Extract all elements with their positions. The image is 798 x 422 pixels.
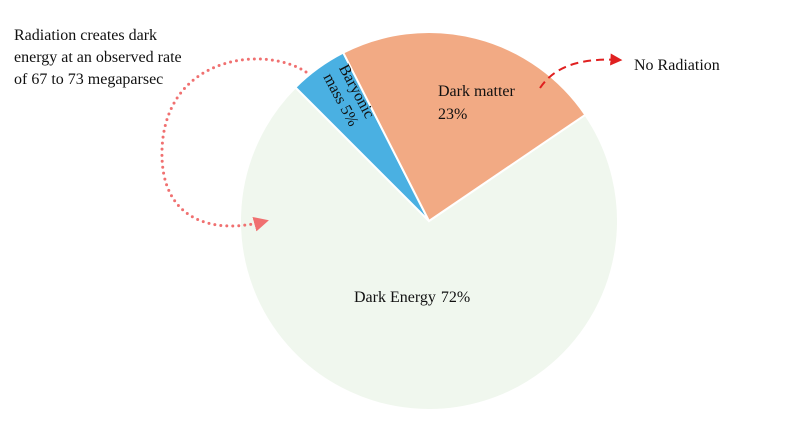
pie-slice: [341, 31, 587, 223]
annotation: energy at an observed rate: [14, 49, 182, 66]
value-label: 72%: [441, 289, 470, 306]
annotation: Radiation creates dark: [14, 27, 157, 44]
slice-label: Dark Energy 72%: [354, 289, 470, 306]
category-label: Dark Energy: [354, 289, 436, 306]
slice-label: Dark matter 23%: [438, 83, 516, 123]
pie-slice: [239, 85, 619, 411]
value-label: 23%: [438, 106, 467, 123]
pie: Baryonicmass5%Dark matter 23%Dark Energy 7…: [239, 31, 619, 411]
annotation: of 67 to 73 megaparsec: [14, 71, 163, 88]
radiation-arrow: [160, 57, 308, 232]
no-radiation-arrow: [539, 53, 623, 89]
annotations: Radiation creates dark energy at an obser…: [14, 27, 720, 88]
annotation: No Radiation: [634, 57, 720, 74]
category-label: Dark matter: [438, 83, 516, 100]
